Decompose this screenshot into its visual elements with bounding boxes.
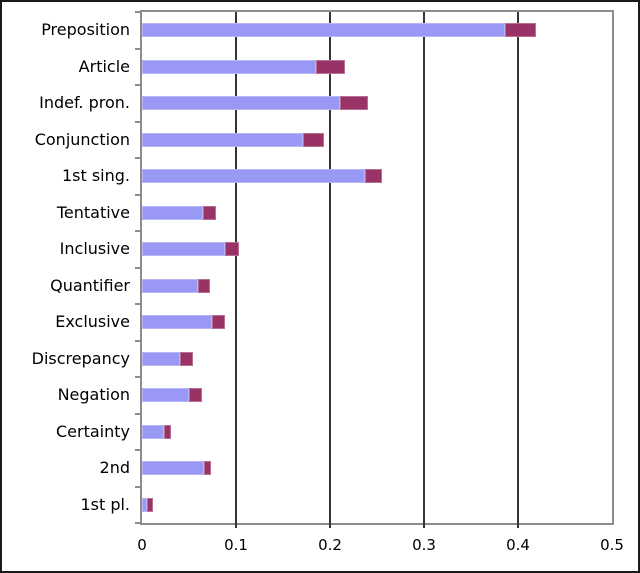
category-axis-tick [135,412,142,415]
category-label: Certainty [56,421,130,441]
category-axis-tick [135,47,142,50]
category-axis-tick [135,84,142,86]
category-axis-tick [135,120,142,123]
plum-tip-segment [204,461,211,476]
blue-base-segment [142,96,341,111]
category-label: Negation [57,385,130,404]
category-label: Quantifier [50,275,130,295]
category-axis-tick [135,485,142,488]
blue-base-segment [142,205,204,220]
blue-base-segment [142,169,365,184]
plot-area [142,12,612,528]
blue-base-segment [142,59,316,74]
x-tick-label-0.5: 0.5 [600,536,624,554]
category-label: 2nd [99,458,130,477]
category-axis-tick [135,522,142,524]
category-axis-tick [135,376,142,378]
blue-base-segment [142,388,189,403]
plum-tip-segment [198,278,210,293]
category-axis-tick [135,193,142,196]
category-label: Article [78,56,130,76]
gridline-0.4 [517,12,519,528]
plum-tip-segment [203,205,217,220]
gridline-0.2 [329,12,331,528]
plum-tip-segment [504,23,536,38]
blue-base-segment [142,315,212,330]
category-axis-tick [135,449,142,451]
blue-base-segment [142,132,303,147]
blue-base-segment [142,351,180,366]
category-label: Preposition [41,20,130,39]
blue-base-segment [142,23,505,38]
category-label: Indef. pron. [39,93,130,112]
blue-base-segment [142,278,199,293]
gridline-0.1 [235,12,237,528]
plum-tip-segment [211,315,225,330]
x-tick-label-0.1: 0.1 [224,536,248,554]
category-axis-tick [135,303,142,305]
plum-tip-segment [224,242,239,257]
category-label: Discrepancy [31,348,130,368]
category-label: Exclusive [55,312,130,331]
x-tick-label-0.2: 0.2 [318,536,342,554]
category-label: 1st pl. [80,494,130,514]
plum-tip-segment [315,59,346,74]
plum-tip-segment [189,388,203,403]
x-tick-label-0.3: 0.3 [412,536,436,554]
x-tick-label-0.4: 0.4 [506,536,530,554]
category-label: 1st sing. [61,166,130,185]
gridline-0.3 [423,12,425,528]
category-label: Conjunction [34,129,130,149]
category-axis-tick [135,230,142,232]
plum-tip-segment [179,351,193,366]
blue-base-segment [142,242,225,257]
plum-tip-segment [163,424,172,439]
plum-tip-segment [302,132,325,147]
category-axis-tick [135,339,142,342]
category-label: Inclusive [59,239,130,258]
plum-tip-segment [364,169,382,184]
plum-tip-segment [146,497,154,512]
category-axis-tick [135,157,142,159]
category-axis-tick [135,11,142,13]
category-label: Tentative [56,202,130,222]
category-axis-tick [135,266,142,269]
blue-base-segment [142,497,147,512]
plum-tip-segment [340,96,368,111]
blue-base-segment [142,424,164,439]
blue-base-segment [142,461,205,476]
x-tick-label-0: 0 [137,536,147,554]
